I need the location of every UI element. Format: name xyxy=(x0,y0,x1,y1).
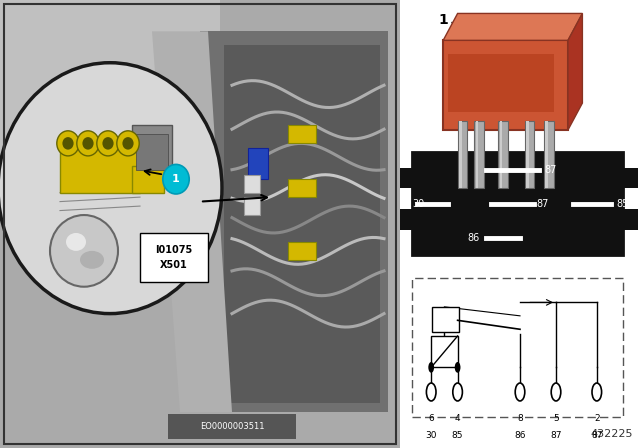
Text: 85: 85 xyxy=(452,431,463,440)
Bar xyxy=(244,197,260,215)
Bar xyxy=(448,54,554,112)
Circle shape xyxy=(122,137,134,150)
Circle shape xyxy=(63,137,74,150)
Bar xyxy=(526,121,529,188)
Text: 6: 6 xyxy=(428,414,434,423)
Bar xyxy=(136,134,168,170)
Circle shape xyxy=(453,383,463,401)
Text: 432225: 432225 xyxy=(590,429,633,439)
Bar xyxy=(525,121,534,188)
Bar xyxy=(459,121,461,188)
Bar xyxy=(623,168,637,188)
Text: 86: 86 xyxy=(467,233,479,243)
Polygon shape xyxy=(0,0,220,202)
Text: 2: 2 xyxy=(594,414,600,423)
Text: 30: 30 xyxy=(412,199,424,209)
Text: 30: 30 xyxy=(426,431,437,440)
Circle shape xyxy=(57,131,79,156)
Circle shape xyxy=(426,383,436,401)
Bar xyxy=(132,125,172,179)
Bar xyxy=(500,121,502,188)
Circle shape xyxy=(77,131,99,156)
Bar xyxy=(458,121,467,188)
Text: EO0000003511: EO0000003511 xyxy=(200,422,264,431)
Text: I01075
X501: I01075 X501 xyxy=(156,245,193,270)
Circle shape xyxy=(455,362,461,373)
Polygon shape xyxy=(443,13,582,40)
Circle shape xyxy=(515,383,525,401)
Text: 1: 1 xyxy=(172,174,180,184)
Text: 87: 87 xyxy=(591,431,602,440)
Bar xyxy=(248,148,268,179)
Text: 87: 87 xyxy=(550,431,562,440)
Bar xyxy=(140,233,208,282)
Text: 87: 87 xyxy=(537,199,549,209)
Text: 4: 4 xyxy=(455,414,460,423)
Text: 1: 1 xyxy=(438,13,448,27)
Bar xyxy=(476,121,479,188)
Circle shape xyxy=(97,131,119,156)
Text: 5: 5 xyxy=(553,414,559,423)
Circle shape xyxy=(83,137,93,150)
Bar xyxy=(545,121,548,188)
Circle shape xyxy=(428,362,434,373)
Bar xyxy=(60,148,140,193)
Bar xyxy=(433,307,459,332)
Circle shape xyxy=(163,164,189,194)
Bar xyxy=(623,209,637,229)
Bar xyxy=(288,125,316,143)
Bar xyxy=(244,175,260,193)
Polygon shape xyxy=(224,45,380,403)
Circle shape xyxy=(551,383,561,401)
Ellipse shape xyxy=(66,233,86,251)
Bar xyxy=(397,209,412,229)
Bar xyxy=(544,121,554,188)
Polygon shape xyxy=(152,31,232,412)
Bar xyxy=(443,40,568,130)
Circle shape xyxy=(102,137,114,150)
Text: 86: 86 xyxy=(515,431,525,440)
Text: 85: 85 xyxy=(616,199,628,209)
Bar xyxy=(412,152,623,255)
Circle shape xyxy=(116,131,140,156)
Bar xyxy=(431,336,458,367)
Ellipse shape xyxy=(50,215,118,287)
Text: 87: 87 xyxy=(544,165,556,175)
Bar xyxy=(412,278,623,417)
Circle shape xyxy=(592,383,602,401)
Bar xyxy=(499,121,508,188)
Text: 8: 8 xyxy=(517,414,523,423)
Bar xyxy=(288,179,316,197)
Bar xyxy=(288,242,316,260)
Polygon shape xyxy=(200,31,388,412)
Polygon shape xyxy=(568,13,582,130)
Bar xyxy=(474,121,484,188)
Circle shape xyxy=(0,63,222,314)
Ellipse shape xyxy=(80,251,104,269)
Bar xyxy=(168,414,296,439)
Bar xyxy=(132,166,164,193)
Bar xyxy=(397,168,412,188)
